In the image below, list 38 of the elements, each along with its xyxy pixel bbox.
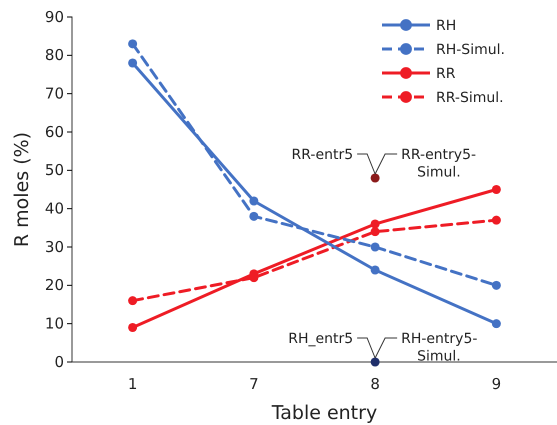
y-axis-title: R moles (%) — [11, 132, 33, 248]
x-tick-label: 9 — [492, 375, 502, 393]
x-tick-label: 1 — [128, 375, 138, 393]
point — [492, 184, 501, 194]
point — [370, 265, 380, 275]
y-tick-label: 50 — [44, 161, 64, 180]
y-tick-label: 20 — [44, 276, 64, 294]
annotation: RH-entry5-Simul. — [401, 330, 478, 364]
legend-label: RR — [436, 66, 456, 82]
point — [249, 212, 258, 221]
point — [492, 216, 501, 225]
y-tick-label: 0 — [54, 352, 64, 371]
y-tick-label: 60 — [44, 122, 64, 141]
point — [492, 280, 501, 290]
annotation: RR-entr5 — [292, 146, 354, 163]
point — [128, 58, 138, 68]
x-tick-label: 7 — [249, 375, 259, 393]
y-tick-label: 30 — [44, 238, 64, 256]
x-tick-label: 8 — [370, 375, 380, 393]
point — [128, 322, 138, 332]
legend-label: RH-Simul. — [436, 42, 505, 58]
y-tick-label: 80 — [44, 46, 64, 64]
point — [492, 319, 501, 328]
y-tick-label: 90 — [44, 8, 64, 26]
annotation: RH_entr5 — [288, 330, 354, 347]
point — [128, 39, 138, 48]
y-tick-label: 40 — [44, 199, 64, 218]
point — [370, 227, 380, 236]
y-tick-label: 70 — [44, 84, 64, 102]
legend-label: RH — [436, 18, 456, 34]
legend-label: RR-Simul. — [436, 90, 504, 106]
point — [128, 296, 138, 306]
point — [370, 242, 380, 252]
point — [370, 219, 380, 229]
point — [249, 196, 258, 206]
x-axis-title: Table entry — [270, 402, 378, 424]
y-tick-label: 10 — [44, 314, 64, 332]
annotation: RR-entry5-Simul. — [401, 146, 476, 180]
